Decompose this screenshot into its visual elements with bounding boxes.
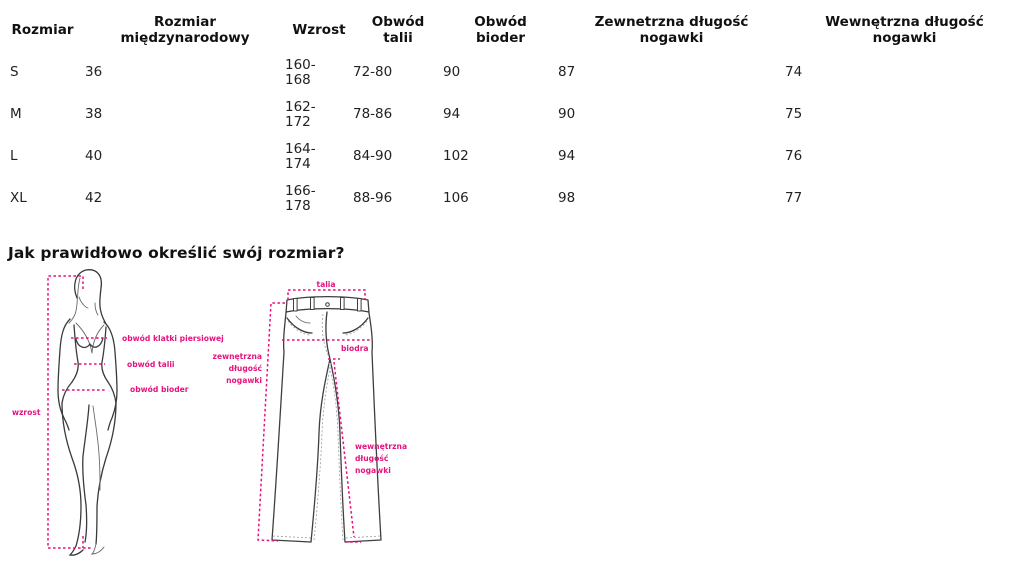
cell-inner-leg: 75 (785, 106, 803, 123)
size-table: Rozmiar Rozmiar międzynarodowy Wzrost Ob… (0, 8, 1024, 220)
cell-size: L (10, 148, 18, 165)
inner-leg-measure-line (328, 358, 361, 543)
cell-intl-size: 40 (85, 148, 103, 165)
svg-text:długość: długość (355, 454, 389, 463)
table-row-s: S 36 160-168 72-80 90 87 74 (0, 52, 1024, 94)
header-wzrost: Wzrost (292, 21, 346, 38)
chest-label: obwód klatki piersiowej (122, 334, 224, 343)
cell-height: 160-168 (285, 56, 316, 88)
svg-text:wewnętrzna: wewnętrzna (355, 442, 407, 451)
cell-outer-leg: 87 (558, 64, 576, 81)
cell-intl-size: 42 (85, 190, 103, 207)
jeans-sketch (271, 295, 382, 543)
jeans-measure-annotations: talia biodra zewnętrzna długość nogawki … (213, 280, 407, 543)
cell-intl-size: 38 (85, 106, 103, 123)
cell-hips: 102 (443, 148, 469, 165)
jeans-hips-label: biodra (341, 344, 369, 353)
outer-leg-length-label: zewnętrzna długość nogawki (213, 352, 263, 385)
header-row: Rozmiar Rozmiar międzynarodowy Wzrost Ob… (0, 8, 1024, 52)
jeans-button (325, 302, 330, 307)
table-row-xl: XL 42 166-178 88-96 106 98 77 (0, 178, 1024, 220)
jeans-waist-label: talia (316, 280, 335, 289)
table-row-m: M 38 162-172 78-86 94 90 75 (0, 94, 1024, 136)
cell-size: XL (10, 190, 27, 207)
hips-label: obwód bioder (130, 385, 189, 394)
belt-loops (293, 297, 362, 312)
header-rozmiar-miedzynarodowy: Rozmiar międzynarodowy (120, 13, 250, 46)
table-row-l: L 40 164-174 84-90 102 94 76 (0, 136, 1024, 178)
height-label: wzrost (12, 408, 41, 417)
inner-leg-length-label: wewnętrzna długość nogawki (355, 442, 407, 475)
cell-height: 164-174 (285, 140, 316, 172)
header-rozmiar: Rozmiar (11, 21, 74, 38)
header-wewnetrzna-dlugosc: Wewnętrzna długość nogawki (825, 13, 984, 46)
svg-text:nogawki: nogawki (226, 376, 262, 385)
cell-waist: 88-96 (353, 190, 393, 207)
cell-outer-leg: 98 (558, 190, 576, 207)
waistband-measure-bracket (287, 289, 366, 300)
cell-waist: 78-86 (353, 106, 393, 123)
cell-height: 166-178 (285, 182, 316, 214)
cell-inner-leg: 74 (785, 64, 803, 81)
header-obwod-talii: Obwód talii (371, 13, 425, 46)
cell-waist: 84-90 (353, 148, 393, 165)
svg-text:zewnętrzna: zewnętrzna (213, 352, 262, 361)
cell-intl-size: 36 (85, 64, 103, 81)
cell-size: S (10, 64, 19, 81)
woman-figure-sketch (57, 269, 118, 556)
cell-size: M (10, 106, 22, 123)
cell-outer-leg: 90 (558, 106, 576, 123)
cell-hips: 106 (443, 190, 469, 207)
outer-leg-measure-line (257, 302, 285, 542)
cell-inner-leg: 77 (785, 190, 803, 207)
woman-measure-annotations: wzrost obwód klatki piersiowej obwód tal… (12, 275, 224, 549)
cell-outer-leg: 94 (558, 148, 576, 165)
svg-text:długość: długość (229, 364, 263, 373)
measurement-diagram: wzrost obwód klatki piersiowej obwód tal… (12, 269, 407, 556)
waist-label: obwód talii (127, 360, 175, 369)
cell-hips: 90 (443, 64, 461, 81)
how-to-measure-heading: Jak prawidłowo określić swój rozmiar? (8, 244, 345, 262)
cell-height: 162-172 (285, 98, 316, 130)
header-zewnetrzna-dlugosc: Zewnetrzna długość nogawki (594, 13, 749, 46)
cell-hips: 94 (443, 106, 461, 123)
svg-text:nogawki: nogawki (355, 466, 391, 475)
height-measure-frame (47, 275, 93, 549)
header-obwod-bioder: Obwód bioder (474, 13, 527, 46)
cell-waist: 72-80 (353, 64, 393, 81)
cell-inner-leg: 76 (785, 148, 803, 165)
